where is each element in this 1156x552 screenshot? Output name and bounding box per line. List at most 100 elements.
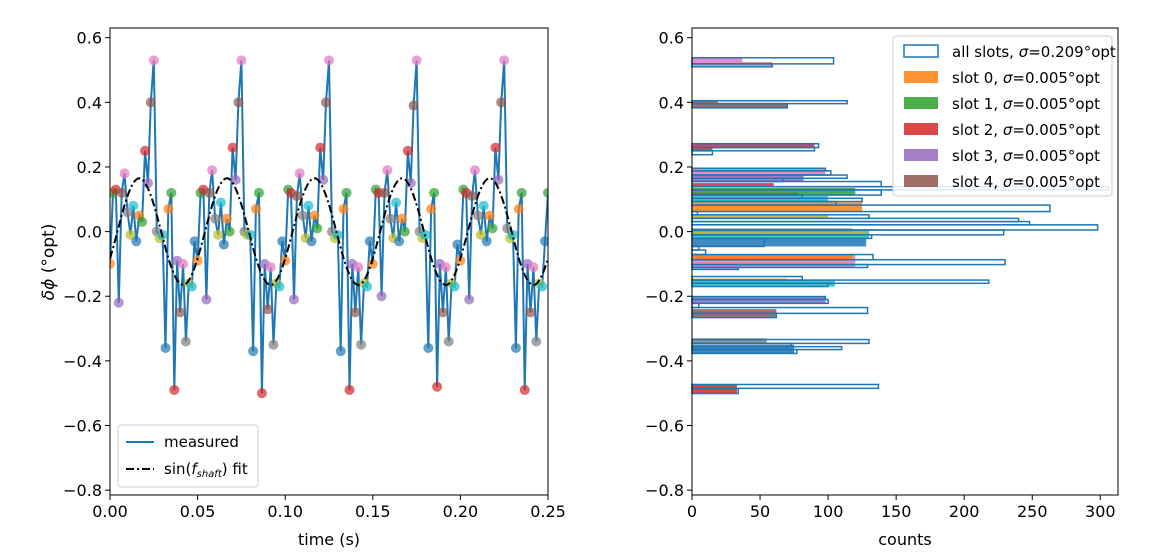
measured-point bbox=[496, 97, 507, 108]
measured-point bbox=[519, 384, 530, 395]
measured-point bbox=[250, 203, 261, 214]
slot-hist-bar bbox=[692, 202, 863, 212]
measured-point bbox=[324, 55, 334, 66]
measured-point bbox=[499, 55, 510, 66]
measured-point bbox=[303, 200, 314, 211]
measured-point bbox=[516, 187, 527, 198]
measured-point bbox=[362, 281, 373, 292]
measured-point bbox=[344, 384, 355, 395]
measured-point bbox=[481, 236, 492, 247]
measured-point bbox=[426, 203, 437, 214]
measured-point bbox=[408, 100, 419, 111]
y-tick-label: −0.8 bbox=[645, 481, 684, 500]
x-tick-label: 150 bbox=[881, 502, 912, 521]
legend-slot-swatch bbox=[904, 175, 938, 187]
measured-point bbox=[484, 210, 495, 221]
y-tick-label: 0.4 bbox=[659, 93, 684, 112]
slot-hist-bar bbox=[692, 214, 829, 219]
measured-point bbox=[128, 200, 139, 211]
x-tick-label: 0.25 bbox=[530, 502, 566, 521]
measured-point bbox=[356, 339, 367, 350]
measured-point bbox=[467, 191, 478, 202]
slot-hist-bar bbox=[692, 168, 826, 176]
left-legend: measured sin(fshaft) fit bbox=[117, 424, 259, 488]
measured-point bbox=[166, 187, 177, 198]
measured-point bbox=[227, 142, 238, 153]
measured-point bbox=[411, 55, 422, 66]
measured-point bbox=[443, 336, 454, 347]
legend-slot-swatch bbox=[904, 97, 938, 109]
measured-point bbox=[367, 258, 378, 269]
measured-point bbox=[113, 297, 124, 308]
measured-point bbox=[350, 307, 361, 318]
slot-hist-bar bbox=[692, 103, 788, 108]
x-tick-label: 0.15 bbox=[355, 502, 391, 521]
measured-point bbox=[210, 213, 221, 224]
y-tick-label: −0.6 bbox=[63, 417, 102, 436]
measured-point bbox=[140, 145, 151, 156]
legend-fit-label: sin(fshaft) fit bbox=[164, 460, 248, 480]
slot-hist-bar bbox=[692, 187, 856, 196]
measured-point bbox=[163, 203, 174, 214]
measured-point bbox=[440, 262, 451, 273]
measured-point bbox=[543, 187, 548, 198]
slot-hist-bar bbox=[692, 57, 743, 62]
measured-point bbox=[528, 262, 539, 273]
slot-hist-bar bbox=[692, 192, 799, 196]
right-legend: all slots, σ=0.209°opt slot 0, σ=0.005°op… bbox=[892, 35, 1116, 197]
y-tick-label: 0.4 bbox=[77, 93, 102, 112]
y-tick-label: 0.6 bbox=[659, 29, 684, 48]
measured-point bbox=[291, 191, 302, 202]
measured-point bbox=[531, 336, 542, 347]
measured-point bbox=[274, 281, 285, 292]
measured-point bbox=[277, 236, 288, 247]
y-tick-label: 0.0 bbox=[659, 223, 684, 242]
measured-point bbox=[385, 213, 396, 224]
measured-point bbox=[224, 226, 235, 237]
y-tick-label: −0.4 bbox=[645, 352, 684, 371]
left-ylabel: δϕ (°opt) bbox=[39, 224, 59, 301]
right-xlabel: counts bbox=[878, 530, 931, 549]
x-tick-label: 200 bbox=[949, 502, 980, 521]
measured-point bbox=[131, 236, 142, 247]
measured-point bbox=[180, 336, 191, 347]
measured-point bbox=[429, 187, 440, 198]
measured-point bbox=[376, 291, 387, 302]
measured-point bbox=[169, 384, 180, 395]
measured-point bbox=[315, 142, 326, 153]
measured-point bbox=[449, 281, 460, 292]
left-xlabel: time (s) bbox=[298, 530, 360, 549]
measured-point bbox=[294, 168, 305, 179]
legend-entry-label: slot 3, σ=0.005°opt bbox=[952, 147, 1100, 165]
measured-point bbox=[432, 381, 443, 392]
measured-point bbox=[490, 142, 501, 153]
left-time-series-plot: 0.00 0.05 0.10 0.15 0.20 0.25 −0.8 −0.6 −0.4 −0.2… bbox=[63, 27, 566, 521]
y-tick-label: 0.2 bbox=[77, 158, 102, 177]
y-tick-label: −0.8 bbox=[63, 481, 102, 500]
slot-hist-bar bbox=[692, 183, 774, 187]
x-tick-label: 0.20 bbox=[443, 502, 479, 521]
slot-hist-bar bbox=[692, 254, 853, 260]
measured-point bbox=[201, 294, 212, 305]
measured-point bbox=[391, 197, 402, 208]
measured-point bbox=[186, 281, 197, 292]
legend-entry-label: slot 4, σ=0.005°opt bbox=[952, 173, 1100, 191]
measured-point bbox=[338, 203, 349, 214]
measured-point bbox=[236, 55, 247, 66]
measured-point bbox=[475, 229, 486, 240]
slot-hist-bar bbox=[692, 338, 767, 344]
legend-entry-label: slot 0, σ=0.005°opt bbox=[952, 69, 1100, 87]
measured-point bbox=[423, 342, 434, 353]
legend-entry-label: all slots, σ=0.209°opt bbox=[952, 43, 1116, 61]
measured-point bbox=[256, 388, 267, 399]
all-slots-hist-bin bbox=[691, 150, 714, 156]
measured-point bbox=[204, 187, 215, 198]
measured-point bbox=[452, 239, 463, 250]
measured-point bbox=[297, 210, 308, 221]
measured-point bbox=[394, 236, 405, 247]
measured-point bbox=[122, 207, 133, 218]
legend-all-slots-swatch bbox=[903, 44, 939, 58]
measured-point bbox=[364, 236, 375, 247]
x-tick-label: 100 bbox=[813, 502, 844, 521]
measured-point bbox=[306, 236, 317, 247]
